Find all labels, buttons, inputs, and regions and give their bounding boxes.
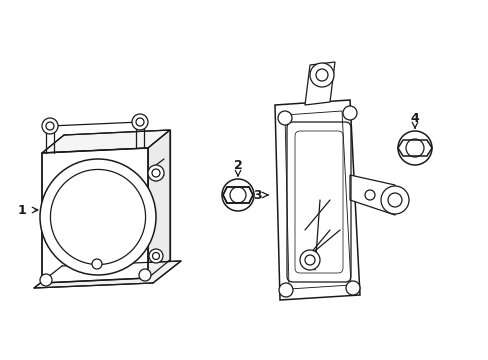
Polygon shape (274, 100, 359, 300)
Circle shape (148, 165, 163, 181)
Circle shape (149, 249, 163, 263)
Circle shape (278, 111, 291, 125)
Polygon shape (42, 148, 148, 283)
Polygon shape (305, 62, 334, 105)
Circle shape (342, 106, 356, 120)
Circle shape (397, 131, 431, 165)
Circle shape (222, 179, 253, 211)
Circle shape (139, 269, 151, 281)
Circle shape (40, 159, 156, 275)
Text: 4: 4 (410, 112, 419, 125)
Circle shape (279, 283, 292, 297)
Polygon shape (42, 130, 170, 153)
Circle shape (309, 63, 333, 87)
Polygon shape (349, 175, 399, 215)
Circle shape (364, 190, 374, 200)
Circle shape (299, 250, 319, 270)
Circle shape (380, 186, 408, 214)
Circle shape (92, 259, 102, 269)
Polygon shape (223, 187, 252, 203)
Text: 1: 1 (18, 203, 26, 216)
Circle shape (346, 281, 359, 295)
Text: 2: 2 (233, 158, 242, 171)
Text: 3: 3 (252, 189, 261, 202)
Polygon shape (34, 261, 181, 288)
Circle shape (132, 114, 148, 130)
Polygon shape (148, 130, 170, 278)
Circle shape (42, 118, 58, 134)
Circle shape (40, 274, 52, 286)
